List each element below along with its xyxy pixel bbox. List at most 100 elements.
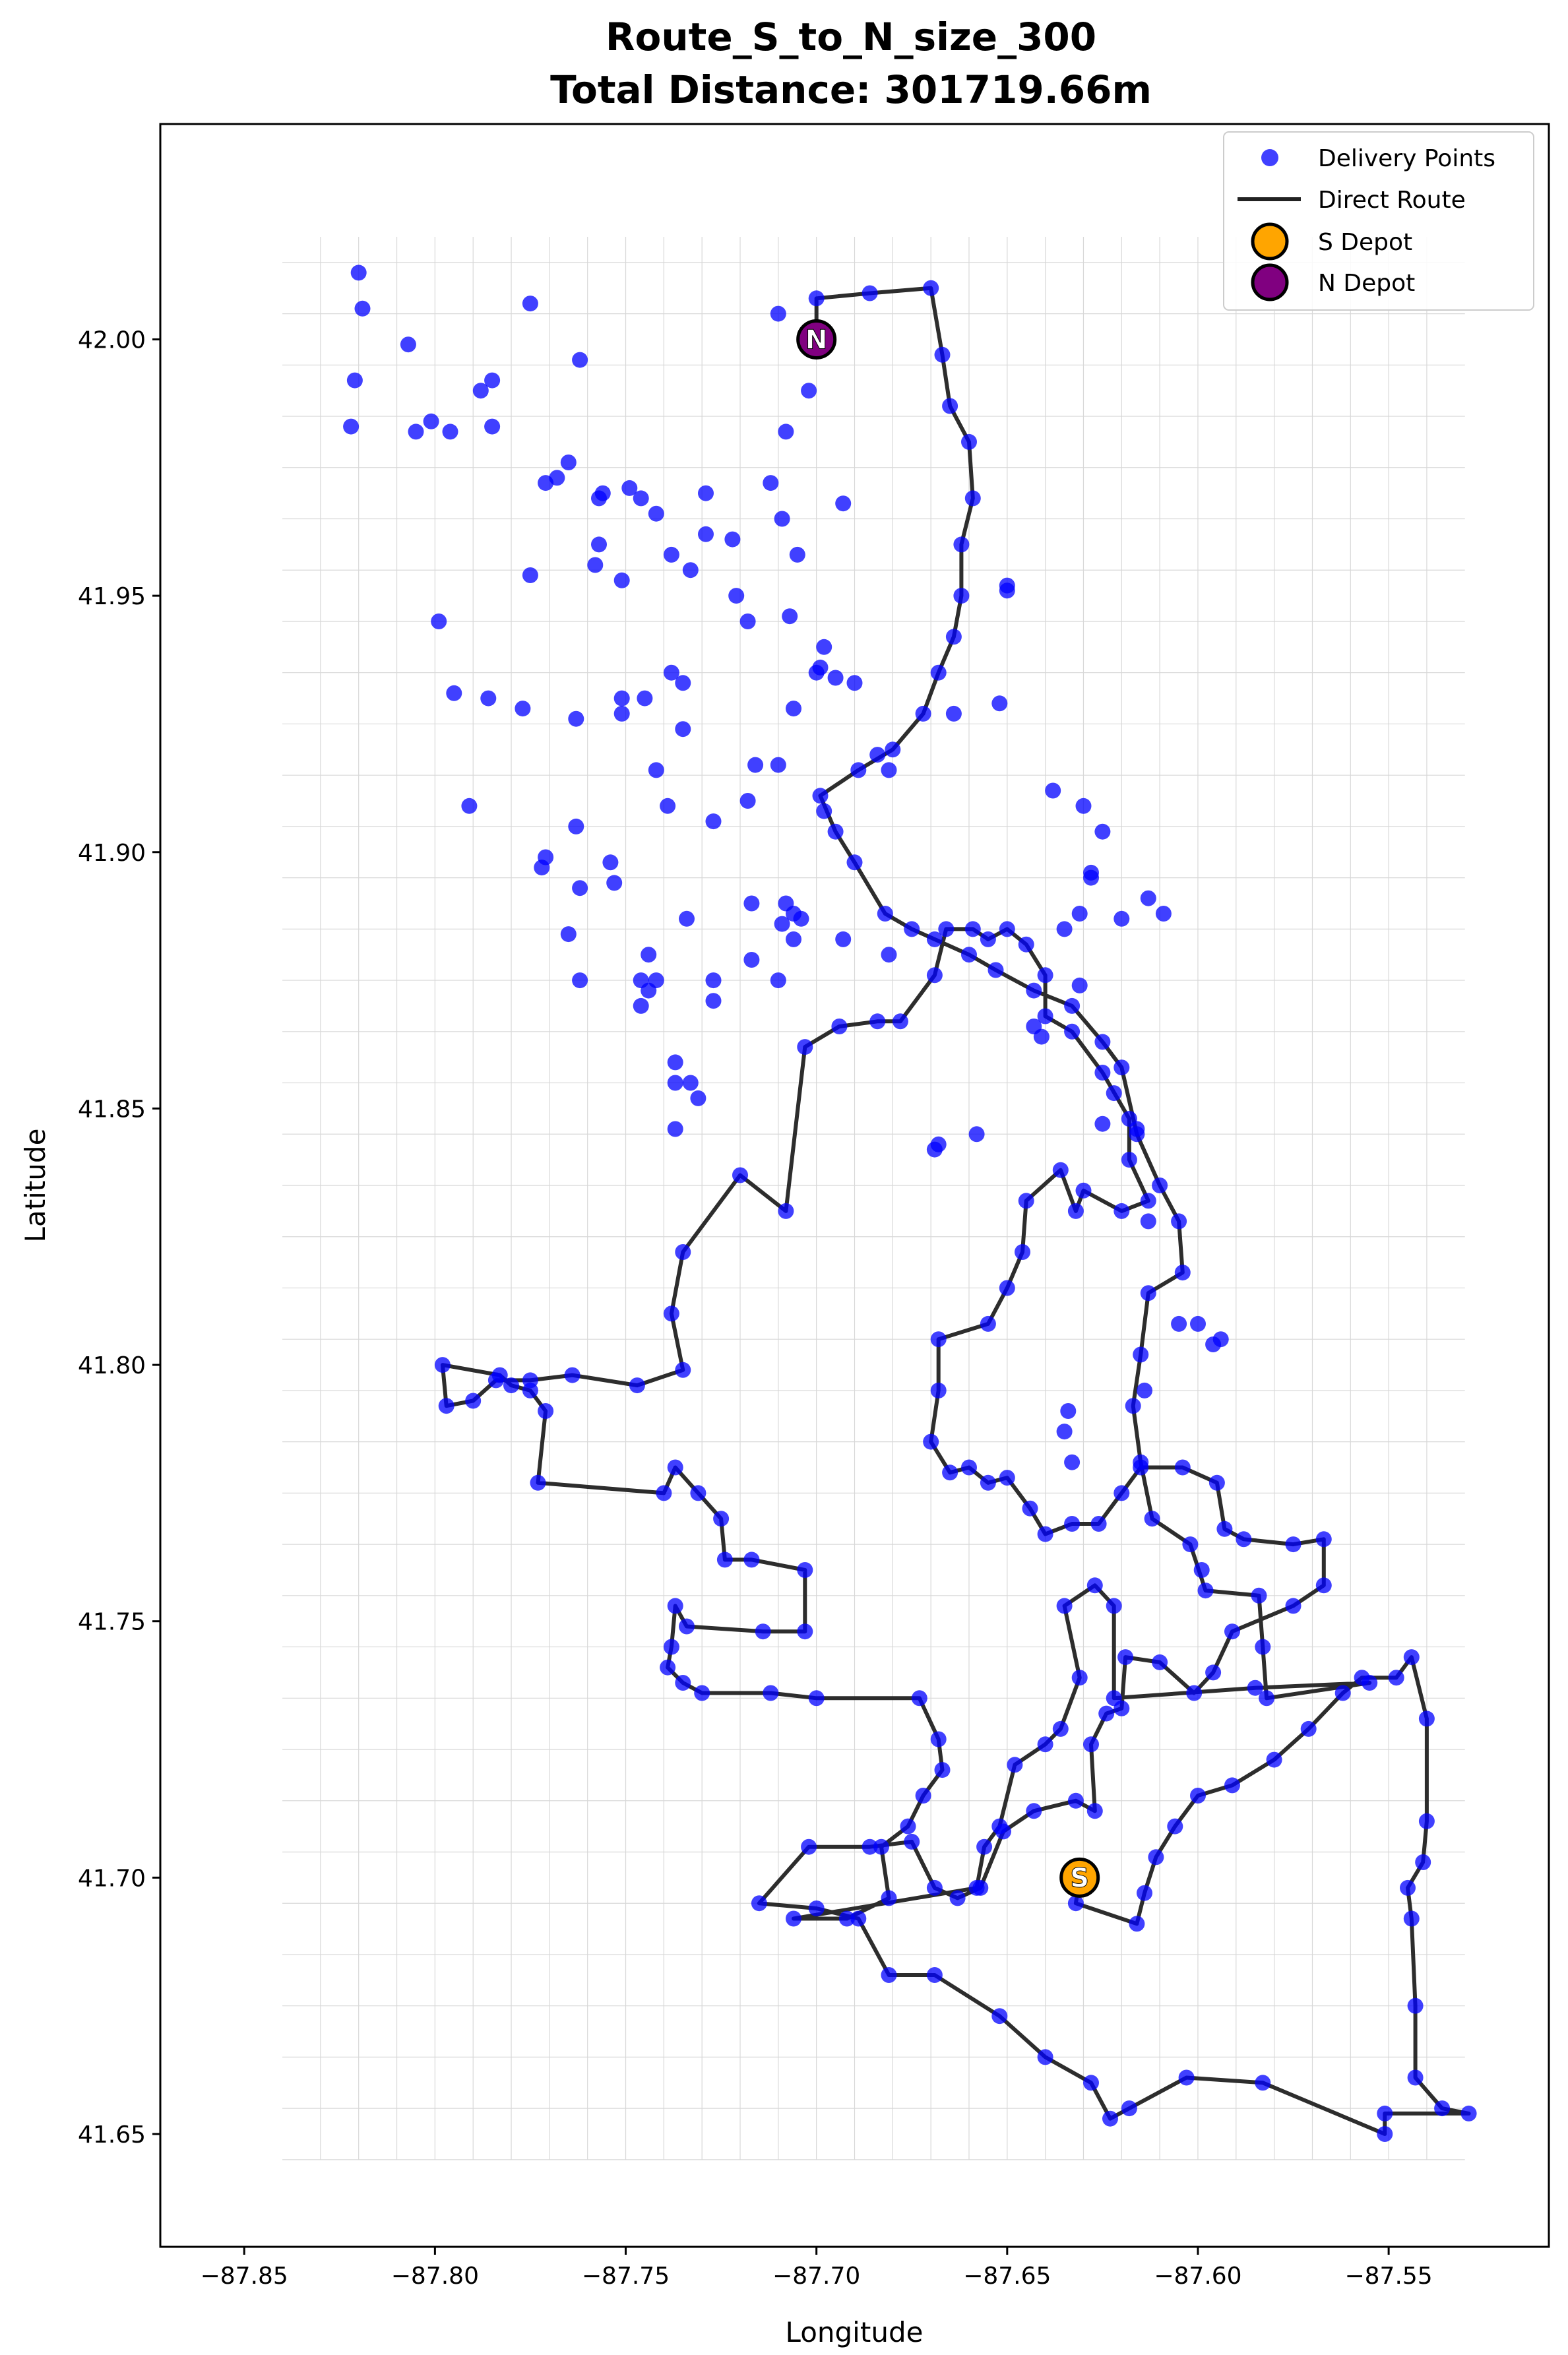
delivery-point — [1117, 1649, 1134, 1666]
delivery-point — [675, 675, 691, 691]
delivery-point — [1171, 1213, 1187, 1230]
delivery-point — [1086, 1577, 1103, 1594]
delivery-point — [881, 1890, 897, 1906]
delivery-point — [515, 701, 531, 717]
delivery-point — [564, 1367, 580, 1383]
y-tick-label: 42.00 — [78, 327, 146, 354]
delivery-point — [763, 475, 779, 491]
delivery-point — [568, 710, 584, 727]
delivery-point — [1285, 1598, 1301, 1614]
delivery-point — [572, 352, 588, 368]
x-tick-label: −87.70 — [772, 2263, 860, 2290]
delivery-point — [881, 947, 897, 963]
delivery-point — [1407, 1997, 1424, 2014]
depot-label: N — [805, 325, 827, 355]
y-axis: 41.65 41.70 41.75 41.80 41.85 41.90 41.95 42.00 — [78, 327, 160, 2149]
delivery-point — [770, 972, 786, 989]
legend-label-points: Delivery Points — [1318, 145, 1495, 172]
delivery-point — [1377, 2105, 1393, 2121]
delivery-point — [633, 490, 649, 507]
delivery-point — [743, 1552, 760, 1568]
delivery-point — [1064, 1023, 1081, 1040]
delivery-point — [538, 475, 554, 491]
delivery-point — [881, 1967, 897, 1983]
delivery-point — [530, 1474, 546, 1491]
delivery-point — [1022, 1500, 1038, 1517]
delivery-point — [724, 531, 741, 548]
delivery-point — [1415, 1854, 1431, 1870]
delivery-point — [774, 511, 790, 527]
delivery-point — [999, 1470, 1015, 1486]
delivery-point — [1056, 921, 1073, 937]
delivery-point — [716, 1552, 733, 1568]
delivery-point — [423, 413, 439, 429]
delivery-point — [934, 346, 951, 363]
delivery-point — [980, 1315, 996, 1332]
delivery-point — [1113, 910, 1130, 927]
delivery-point — [1178, 2069, 1195, 2086]
delivery-point — [1121, 1152, 1137, 1168]
delivery-point — [667, 1598, 683, 1614]
delivery-point — [964, 921, 981, 937]
delivery-point — [522, 1382, 538, 1398]
y-tick-label: 41.90 — [78, 840, 146, 867]
delivery-point — [1083, 2075, 1099, 2091]
delivery-point — [633, 997, 649, 1014]
x-tick-label: −87.55 — [1344, 2263, 1432, 2290]
delivery-point — [591, 536, 607, 553]
delivery-point — [877, 906, 893, 922]
delivery-point — [850, 762, 867, 778]
delivery-point — [572, 880, 588, 896]
delivery-point — [1190, 1788, 1206, 1804]
legend-label-n-depot: N Depot — [1318, 270, 1415, 297]
legend-label-s-depot: S Depot — [1318, 229, 1412, 256]
delivery-point — [1094, 823, 1111, 840]
plot-frame — [159, 123, 1550, 2248]
delivery-point — [400, 336, 416, 353]
depot-marker — [796, 319, 837, 360]
delivery-point — [1251, 1587, 1267, 1604]
delivery-point — [964, 490, 981, 507]
delivery-point — [1037, 967, 1053, 984]
delivery-point — [660, 798, 676, 814]
delivery-point — [930, 1731, 947, 1747]
delivery-point — [560, 455, 577, 470]
delivery-point — [782, 608, 798, 625]
delivery-point — [690, 1485, 706, 1501]
delivery-point — [1197, 1583, 1214, 1599]
delivery-point — [606, 875, 623, 891]
delivery-point — [961, 433, 977, 450]
delivery-point — [1102, 2110, 1118, 2127]
x-tick-label: −87.80 — [391, 2263, 479, 2290]
delivery-point — [1152, 1178, 1168, 1193]
delivery-point — [1167, 1818, 1183, 1835]
delivery-point — [675, 1362, 691, 1378]
delivery-point — [786, 1910, 801, 1927]
delivery-point — [1190, 1315, 1206, 1332]
delivery-point — [1056, 1424, 1073, 1440]
delivery-point — [705, 813, 722, 830]
delivery-point — [1129, 1126, 1145, 1143]
legend-s-depot-marker — [1251, 222, 1289, 261]
delivery-point — [850, 1910, 867, 1927]
delivery-point — [743, 895, 760, 912]
delivery-point — [1434, 2100, 1451, 2117]
delivery-point — [679, 910, 695, 927]
delivery-point — [801, 1838, 817, 1855]
delivery-point — [1362, 1675, 1378, 1691]
delivery-point — [1037, 1008, 1053, 1024]
delivery-point — [739, 613, 756, 629]
delivery-point — [770, 305, 786, 322]
delivery-point — [988, 962, 1004, 978]
legend-n-depot-marker — [1251, 263, 1289, 301]
delivery-point — [1300, 1720, 1317, 1737]
delivery-point — [491, 1367, 508, 1383]
delivery-point — [991, 695, 1008, 712]
delivery-point — [705, 993, 722, 1009]
delivery-point — [873, 1838, 889, 1855]
delivery-point — [602, 854, 619, 871]
delivery-point — [945, 629, 962, 645]
delivery-point — [774, 916, 790, 932]
x-axis: −87.85 −87.80 −87.75 −87.70 −87.65 −87.60 −87.… — [201, 2247, 1433, 2290]
delivery-point — [1052, 1162, 1069, 1178]
